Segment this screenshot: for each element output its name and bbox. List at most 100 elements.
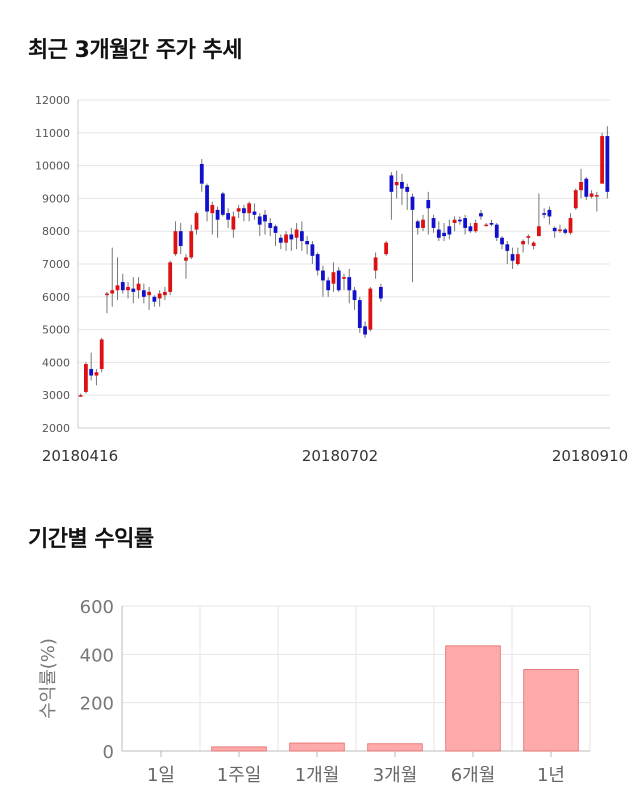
candle-body xyxy=(494,224,499,238)
candle-body xyxy=(273,226,278,233)
y-tick-label: 5000 xyxy=(42,324,70,337)
x-tick-label: 20180416 xyxy=(42,447,118,465)
candle-body xyxy=(141,290,146,297)
candle-body xyxy=(94,372,99,376)
candle-body xyxy=(526,236,531,238)
y-tick-label: 0 xyxy=(103,742,114,763)
x-tick-label: 1개월 xyxy=(295,765,340,786)
candle-body xyxy=(199,163,204,184)
candle-body xyxy=(284,234,288,243)
candle-body xyxy=(315,254,320,271)
candle-body xyxy=(321,270,325,281)
candle-body xyxy=(563,229,568,233)
candle-body xyxy=(363,326,367,335)
candle-body xyxy=(521,241,525,245)
candle-body xyxy=(352,290,357,301)
candle-body xyxy=(131,288,136,292)
candle-body xyxy=(89,368,94,376)
candle-body xyxy=(336,270,341,291)
y-tick-label: 2000 xyxy=(42,422,70,435)
candle-body xyxy=(110,290,115,294)
candle-body xyxy=(342,277,346,279)
candle-body xyxy=(252,211,257,215)
candle-body xyxy=(294,229,299,238)
candle-body xyxy=(400,182,404,189)
candle-body xyxy=(405,186,410,192)
y-tick-label: 12000 xyxy=(35,94,70,107)
x-tick-label: 1년 xyxy=(537,765,565,786)
candle-body xyxy=(457,219,462,222)
candle-body xyxy=(226,213,231,220)
candle-body xyxy=(452,219,457,223)
candle-body xyxy=(584,178,589,197)
candle-body xyxy=(347,277,352,291)
candle-body xyxy=(378,286,383,299)
x-tick-label: 6개월 xyxy=(451,765,496,786)
candle-body xyxy=(147,291,152,296)
candle-body xyxy=(194,213,199,230)
candle-body xyxy=(468,226,473,232)
candle-body xyxy=(357,300,362,328)
candle-body xyxy=(368,288,373,330)
y-tick-label: 9000 xyxy=(42,192,70,205)
candle-body xyxy=(242,208,246,214)
candle-body xyxy=(163,291,167,296)
y-tick-label: 10000 xyxy=(35,160,70,173)
candle-body xyxy=(479,213,483,217)
candle-body xyxy=(552,227,557,232)
y-tick-label: 200 xyxy=(80,694,114,715)
candle-body xyxy=(568,218,573,233)
candle-body xyxy=(547,209,552,217)
candle-body xyxy=(531,242,536,246)
y-tick-label: 600 xyxy=(80,597,114,618)
x-tick-label: 3개월 xyxy=(373,765,418,786)
candle-body xyxy=(189,231,194,258)
candle-body xyxy=(305,241,310,245)
candle-body xyxy=(410,196,415,210)
candle-body xyxy=(536,226,541,237)
candle-body xyxy=(184,257,188,261)
return-bar xyxy=(211,746,267,752)
candle-body xyxy=(105,293,109,296)
returns-chart-title: 기간별 수익률 xyxy=(28,527,154,552)
candle-body xyxy=(205,185,209,212)
return-bar xyxy=(367,743,423,752)
candle-body xyxy=(515,254,520,264)
y-tick-label: 11000 xyxy=(35,127,70,140)
candle-body xyxy=(299,231,304,242)
candle-body xyxy=(152,296,157,302)
candle-body xyxy=(331,272,336,284)
candle-body xyxy=(542,213,547,215)
price-chart: 2000 3000 4000 5000 6000 7000 8000 9000 10000 110… xyxy=(35,94,628,465)
candle-body xyxy=(594,195,599,197)
candle-body xyxy=(510,254,515,261)
candle-body xyxy=(394,182,399,186)
candle-body xyxy=(558,229,562,232)
candle-body xyxy=(220,193,225,215)
y-axis-label: 수익률(%) xyxy=(38,638,59,719)
candle-body xyxy=(500,237,504,245)
candle-body xyxy=(157,293,162,299)
candle-body xyxy=(579,182,583,191)
candle-body xyxy=(463,218,468,228)
return-bar xyxy=(523,669,579,752)
x-tick-label: 20180702 xyxy=(302,447,378,465)
candle-body xyxy=(278,237,283,243)
x-tick-label: 1주일 xyxy=(217,765,262,786)
candle-body xyxy=(600,136,604,184)
candle-body xyxy=(236,208,241,212)
candle-body xyxy=(126,286,130,291)
candle-body xyxy=(373,257,378,271)
candle-body xyxy=(263,214,267,222)
candle-body xyxy=(99,339,104,369)
candle-body xyxy=(589,193,594,197)
candle-body xyxy=(442,232,446,237)
candle-body xyxy=(136,283,141,291)
candle-body xyxy=(605,136,610,192)
candle-body xyxy=(120,282,125,291)
candle-body xyxy=(289,234,294,240)
candle-body xyxy=(168,262,173,292)
y-tick-label: 400 xyxy=(80,645,114,666)
candle-body xyxy=(84,364,88,392)
